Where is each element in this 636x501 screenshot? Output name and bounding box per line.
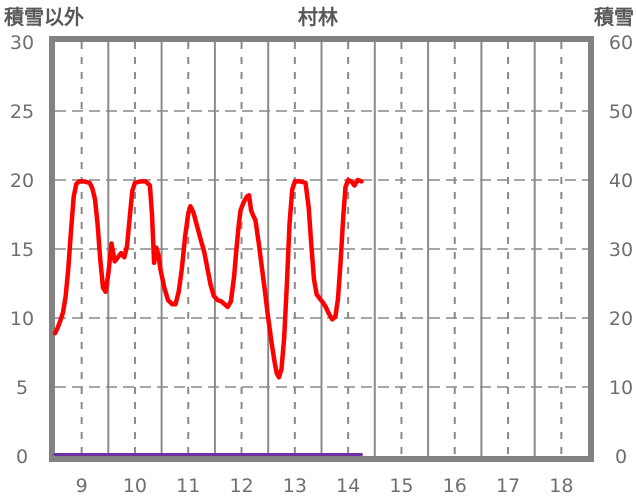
x-tick-label: 14 (336, 475, 360, 497)
chart-title: 村林 (298, 5, 338, 29)
y-left-tick-label: 25 (10, 101, 34, 123)
y-left-tick-label: 5 (16, 377, 28, 399)
x-tick-label: 13 (283, 475, 307, 497)
x-tick-label: 9 (76, 475, 88, 497)
x-tick-label: 18 (549, 475, 573, 497)
x-tick-label: 16 (443, 475, 467, 497)
y-right-tick-label: 60 (609, 32, 633, 54)
x-tick-label: 11 (176, 475, 200, 497)
y-right-tick-label: 30 (609, 239, 633, 261)
y-right-tick-label: 10 (609, 377, 633, 399)
y-left-tick-label: 30 (10, 32, 34, 54)
y-right-tick-label: 0 (615, 446, 627, 468)
y-left-tick-label: 15 (10, 239, 34, 261)
x-tick-label: 12 (229, 475, 253, 497)
y-left-tick-label: 10 (10, 308, 34, 330)
y-right-tick-label: 40 (609, 170, 633, 192)
x-tick-label: 15 (389, 475, 413, 497)
y-left-tick-label: 0 (16, 446, 28, 468)
y-left-tick-label: 20 (10, 170, 34, 192)
plot-frame (49, 36, 594, 462)
series-main-line (52, 177, 364, 380)
y-right-tick-label: 50 (609, 101, 633, 123)
right-axis-title: 積雪 (594, 5, 634, 29)
y-right-tick-label: 20 (609, 308, 633, 330)
x-tick-label: 17 (496, 475, 520, 497)
x-tick-label: 10 (123, 475, 147, 497)
left-axis-title: 積雪以外 (4, 5, 84, 29)
